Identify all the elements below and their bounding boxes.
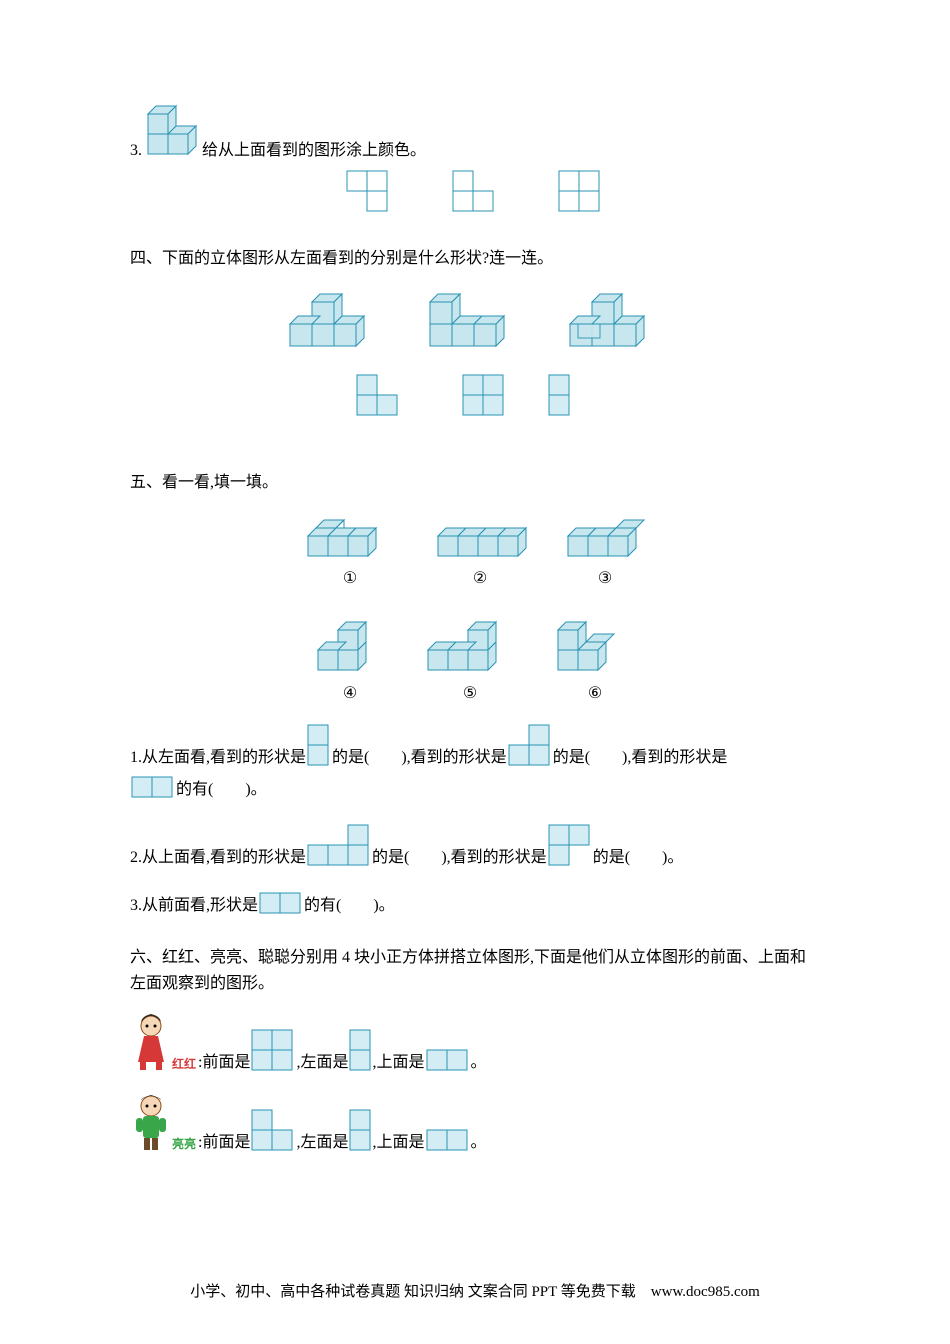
q4-flat-row [130,374,820,418]
q4-cube2 [420,284,520,354]
q3-opt2 [452,170,518,214]
q6-honghong-line: 红红 :前面是 ,左面是 ,上面是 。 [130,1012,820,1072]
q5-label5: ⑤ [420,683,520,703]
q6-hh-top [425,1048,471,1072]
q6-title: 六、红红、亮亮、聪聪分别用 4 块小正方体拼搭立体图形,下面是他们从立体图形的前… [130,945,820,996]
q5-label3: ③ [560,568,650,588]
q5-1-shape1 [306,723,332,767]
page-footer: 小学、初中、高中各种试卷真题 知识归纳 文案合同 PPT 等免费下载 www.d… [0,1280,950,1301]
q5-1-a: 1.从左面看,看到的形状是 [130,743,306,767]
q4-cubes-row [130,284,820,354]
q6-hh-end: 。 [471,1048,487,1072]
honghong-label: 红红 [172,1055,196,1072]
q4-cube3 [560,284,670,354]
q6-ll-end: 。 [471,1128,487,1152]
q6-hh-front-label: :前面是 [198,1048,250,1072]
liangliang-icon [130,1092,172,1152]
q5-cubes-row2: ④ ⑤ ⑥ [130,608,820,703]
q6-hh-left-label: ,左面是 [296,1048,348,1072]
q3-opt3 [558,170,604,214]
q3-opt1 [346,170,412,214]
q5-2-c: 的是( )。 [593,843,684,867]
honghong-icon [130,1012,172,1072]
q5-3-line: 3.从前面看,形状是 的有( )。 [130,891,820,915]
q5-1-b: 的是( ),看到的形状是 [332,743,507,767]
q5-fig2: ② [430,508,530,588]
q6-ll-top-label: ,上面是 [372,1128,424,1152]
q6-ll-left-label: ,左面是 [296,1128,348,1152]
q5-2-shape1 [306,823,372,867]
q5-fig3: ③ [560,508,650,588]
q5-2-shape2 [547,823,593,867]
q6-hh-front [250,1028,296,1072]
q5-cubes-row1: ① ② ③ [130,508,820,588]
q4-title: 四、下面的立体图形从左面看到的分别是什么形状?连一连。 [130,244,820,268]
q6-hh-left [348,1028,372,1072]
q5-fig6: ⑥ [550,608,640,703]
q6-ll-front [250,1108,296,1152]
q5-3-a: 3.从前面看,形状是 [130,891,258,915]
q5-2-line: 2.从上面看,看到的形状是 的是( ),看到的形状是 的是( )。 [130,823,820,867]
q5-1-line2: 的有( )。 [130,775,820,799]
q4-flat3 [548,374,594,418]
q3-options [130,170,820,214]
q4-flat1 [356,374,422,418]
q5-2-b: 的是( ),看到的形状是 [372,843,547,867]
q5-fig4: ④ [310,608,390,703]
q5-1-c: 的是( ),看到的形状是 [553,743,728,767]
q5-1-shape2 [507,723,553,767]
q6-ll-top [425,1128,471,1152]
q5-label2: ② [430,568,530,588]
q4-cube1 [280,284,380,354]
q3-cube-figure [142,100,202,160]
q3-line: 3. 给从上面看到的图形涂上颜色。 [130,100,820,160]
q5-1-shape3 [130,775,176,799]
q5-3-b: 的有( )。 [304,891,395,915]
q5-1-line: 1.从左面看,看到的形状是 的是( ),看到的形状是 的是( ),看到的形状是 [130,723,820,767]
q5-label4: ④ [310,683,390,703]
q5-title: 五、看一看,填一填。 [130,468,820,492]
q5-1-d: 的有( )。 [176,775,267,799]
q6-hh-top-label: ,上面是 [372,1048,424,1072]
q5-fig1: ① [300,508,400,588]
q5-2-a: 2.从上面看,看到的形状是 [130,843,306,867]
q5-label1: ① [300,568,400,588]
q5-fig5: ⑤ [420,608,520,703]
liangliang-label: 亮亮 [172,1135,196,1152]
worksheet-page: 3. 给从上面看到的图形涂上颜色。 [0,0,950,1200]
q5-label6: ⑥ [550,683,640,703]
q4-flat2 [462,374,508,418]
q3-number: 3. [130,142,142,160]
q6-ll-left [348,1108,372,1152]
q3-text: 给从上面看到的图形涂上颜色。 [202,136,426,160]
q6-liangliang-line: 亮亮 :前面是 ,左面是 ,上面是 。 [130,1092,820,1152]
q6-ll-front-label: :前面是 [198,1128,250,1152]
q5-3-shape [258,891,304,915]
